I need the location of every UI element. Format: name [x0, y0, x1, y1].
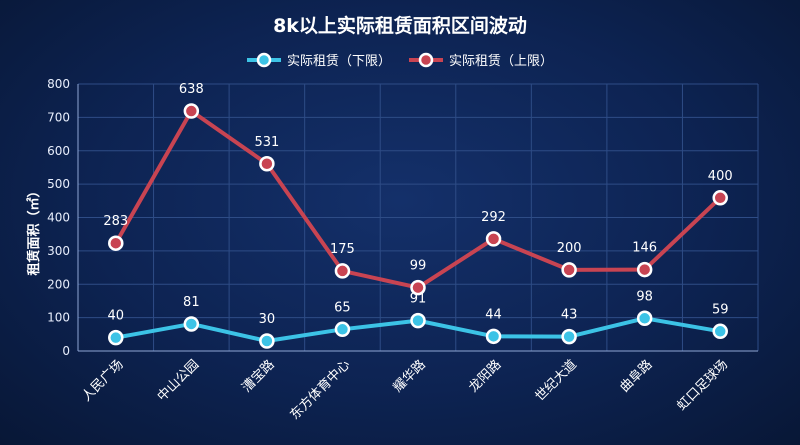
grid: [77, 83, 759, 352]
x-tick-label: 人民广场: [79, 357, 126, 404]
data-point: [410, 312, 426, 329]
data-point: [485, 328, 502, 345]
x-axis: 人民广场 中山公园 漕宝路 东方体育中心 耀华路 龙阳路 世纪大道 曲阜路 虹口足球场: [78, 350, 758, 423]
x-tick-label: 漕宝路: [239, 357, 278, 396]
y-tick-label: 400: [47, 211, 70, 225]
data-label: 44: [485, 307, 502, 322]
data-point: [712, 190, 728, 206]
x-tick-label: 中山公园: [155, 357, 202, 404]
data-point: [561, 262, 577, 278]
y-tick-label: 100: [47, 311, 70, 325]
y-tick-label: 300: [47, 244, 70, 258]
data-point: [636, 261, 653, 278]
y-axis-label: 租赁面积（㎡）: [26, 184, 42, 275]
legend-marker: [418, 52, 434, 68]
legend-marker: [256, 52, 272, 68]
data-label: 40: [108, 309, 125, 324]
data-point: [334, 321, 351, 338]
x-tick-label: 龙阳路: [465, 357, 504, 396]
x-tick-label: 世纪大道: [533, 357, 580, 404]
y-tick-label: 600: [47, 144, 70, 158]
data-point: [410, 279, 426, 296]
data-label: 146: [632, 241, 657, 256]
data-label: 81: [183, 295, 200, 310]
data-label: 65: [334, 300, 351, 315]
data-point: [183, 316, 200, 332]
data-labels: 40 81 30 65 91 44 43 98 59 283 638 531 175 99 292 200 14…: [103, 82, 732, 327]
data-point: [259, 156, 275, 172]
data-label: 98: [636, 289, 653, 304]
y-tick-label: 800: [47, 77, 70, 91]
data-label: 91: [410, 292, 427, 307]
data-point: [259, 333, 275, 349]
y-axis: 0 100 200 300 400 500 600 700 800: [47, 77, 79, 358]
data-point: [561, 328, 577, 345]
data-point: [712, 323, 728, 340]
legend-label: 实际租赁（上限）: [449, 54, 553, 69]
x-tick-label: 曲阜路: [617, 357, 656, 396]
data-point: [183, 103, 200, 119]
data-label: 43: [561, 308, 578, 323]
data-label: 400: [708, 169, 733, 184]
x-tick-label: 耀华路: [390, 357, 429, 396]
data-label: 175: [330, 242, 355, 257]
data-label: 99: [410, 259, 427, 274]
y-tick-label: 200: [47, 277, 70, 291]
data-point: [108, 329, 124, 346]
data-label: 531: [254, 135, 279, 150]
data-point: [334, 263, 351, 279]
data-point: [108, 235, 124, 251]
data-label: 30: [259, 312, 276, 327]
data-point: [636, 310, 653, 327]
data-label: 59: [712, 302, 729, 317]
data-label: 200: [557, 241, 582, 256]
x-tick-label: 东方体育中心: [287, 357, 353, 423]
data-label: 292: [481, 210, 506, 225]
legend: 实际租赁（下限） 实际租赁（上限）: [247, 52, 553, 69]
y-tick-label: 700: [47, 110, 70, 124]
y-tick-label: 500: [47, 177, 70, 191]
chart-title: 8k以上实际租赁面积区间波动: [273, 14, 527, 37]
y-tick-label: 0: [62, 344, 70, 358]
x-tick-label: 虹口足球场: [674, 357, 731, 414]
series-layer: [108, 103, 728, 349]
data-label: 283: [103, 214, 128, 229]
legend-label: 实际租赁（下限）: [287, 54, 391, 69]
data-label: 638: [179, 82, 204, 97]
data-point: [485, 231, 502, 247]
